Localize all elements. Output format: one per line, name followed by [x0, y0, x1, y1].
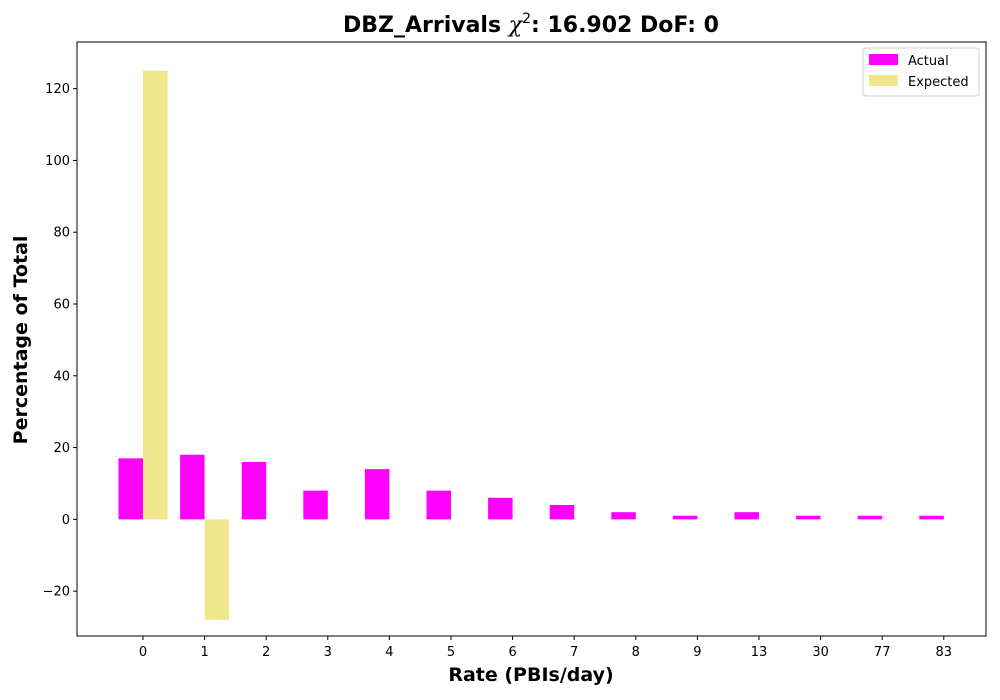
y-axis-title: Percentage of Total — [10, 236, 32, 445]
x-tick-label: 6 — [508, 645, 516, 660]
x-tick-label: 83 — [936, 645, 953, 660]
bar-actual-83 — [919, 515, 944, 520]
bar-actual-77 — [857, 515, 883, 520]
x-axis: 0 1 2 3 4 5 6 7 8 9 13 30 77 83 — [139, 636, 952, 660]
x-tick-label: 0 — [139, 645, 147, 660]
x-tick-label: 4 — [385, 645, 393, 660]
bar-expected-1 — [204, 519, 230, 620]
legend-swatch-expected — [869, 75, 898, 86]
bar-actual-6 — [488, 497, 513, 520]
y-tick-label: 60 — [53, 298, 70, 313]
x-tick-label: 13 — [751, 645, 768, 660]
x-tick-label: 77 — [874, 645, 891, 660]
chart-title-name: DBZ_Arrivals — [343, 13, 509, 38]
x-tick-label: 5 — [447, 645, 455, 660]
y-tick-label: −20 — [43, 585, 70, 600]
x-tick-label: 3 — [324, 645, 332, 660]
bar-actual-30 — [796, 515, 821, 520]
y-tick-label: 20 — [53, 441, 70, 456]
x-axis-title: Rate (PBIs/day) — [448, 664, 613, 686]
plot-area — [118, 70, 944, 620]
bar-actual-7 — [549, 504, 575, 520]
bar-expected-0 — [143, 70, 168, 520]
x-tick-label: 7 — [570, 645, 578, 660]
y-tick-label: 120 — [45, 82, 70, 97]
legend-label-expected: Expected — [908, 75, 969, 90]
y-tick-label: 80 — [53, 226, 70, 241]
bar-actual-0 — [118, 458, 143, 520]
bar-actual-2 — [241, 461, 267, 520]
legend-swatch-actual — [869, 54, 898, 65]
plot-frame — [76, 41, 987, 637]
legend: Actual Expected — [862, 47, 980, 97]
x-tick-label: 9 — [693, 645, 701, 660]
y-tick-label: 0 — [62, 513, 70, 528]
x-tick-label: 1 — [200, 645, 208, 660]
chart-title: DBZ_Arrivals χ2: 16.902 DoF: 0 — [343, 11, 719, 38]
y-axis: −20 0 20 40 60 80 100 120 — [43, 82, 77, 600]
chart-title-chi: χ — [507, 13, 524, 38]
chart-title-rest: : 16.902 DoF: 0 — [531, 13, 719, 38]
bar-actual-4 — [364, 469, 390, 520]
bar-actual-1 — [180, 454, 205, 520]
bar-actual-9 — [672, 515, 698, 520]
chart-title-sup: 2 — [522, 11, 531, 27]
legend-label-actual: Actual — [908, 54, 949, 69]
x-tick-label: 30 — [812, 645, 829, 660]
x-tick-label: 8 — [632, 645, 640, 660]
x-tick-label: 2 — [262, 645, 270, 660]
y-tick-label: 100 — [45, 154, 70, 169]
bar-actual-8 — [611, 512, 636, 520]
bar-actual-5 — [426, 490, 451, 520]
bar-actual-3 — [303, 490, 328, 520]
y-tick-label: 40 — [53, 369, 70, 384]
bar-actual-13 — [734, 512, 759, 520]
